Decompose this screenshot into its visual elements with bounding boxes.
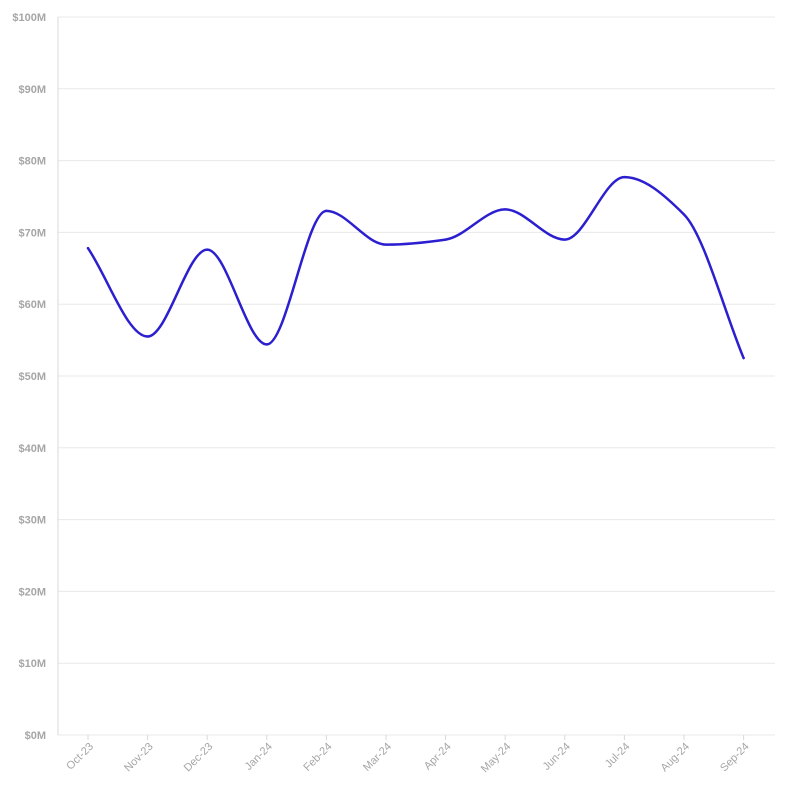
y-tick-label: $60M: [18, 299, 46, 311]
series-layer: [86, 175, 745, 360]
y-tick-label: $50M: [18, 371, 46, 383]
data-point: [444, 238, 447, 241]
x-tick-label: Sep-24: [718, 741, 752, 775]
y-tick-label: $90M: [18, 84, 46, 96]
data-point: [682, 213, 686, 216]
x-tick-label: May-24: [479, 741, 513, 775]
y-tick-label: $0M: [25, 730, 46, 742]
data-point: [206, 248, 209, 251]
series-line: [86, 175, 745, 360]
data-point: [623, 175, 626, 179]
y-tick-label: $10M: [18, 658, 46, 670]
data-point: [563, 238, 566, 241]
data-point: [146, 335, 149, 338]
x-tick-label: Apr-24: [422, 741, 454, 773]
data-point: [384, 243, 388, 246]
y-tick-label: $80M: [18, 156, 46, 168]
data-point: [265, 343, 268, 346]
x-tick-label: Oct-23: [64, 741, 96, 773]
y-tick-label: $40M: [18, 443, 46, 455]
x-tick-label: Nov-23: [122, 741, 156, 775]
axes: [57, 17, 745, 740]
data-point: [325, 209, 328, 213]
gridlines: [58, 16, 775, 736]
y-tick-label: $30M: [18, 515, 46, 527]
x-tick-label: Mar-24: [361, 741, 394, 774]
y-tick-label: $70M: [18, 227, 46, 239]
x-tick-label: Dec-23: [182, 741, 216, 775]
y-axis-tick-labels: $0M $10M $20M $30M $40M $50M $60M $70M $80M $90M $…: [12, 12, 46, 742]
data-point: [86, 246, 90, 250]
x-tick-label: Jun-24: [541, 741, 573, 773]
x-axis-tick-labels: Oct-23 Nov-23 Dec-23 Jan-24 Feb-24 Mar-24 Apr-…: [64, 741, 751, 775]
x-tick-label: Feb-24: [301, 741, 334, 774]
x-tick-label: Aug-24: [659, 741, 693, 775]
data-point: [504, 208, 507, 211]
x-tick-label: Jul-24: [603, 741, 633, 771]
y-tick-label: $100M: [12, 12, 46, 24]
data-point: [742, 356, 745, 360]
y-tick-label: $20M: [18, 586, 46, 598]
x-tick-label: Jan-24: [243, 741, 275, 773]
